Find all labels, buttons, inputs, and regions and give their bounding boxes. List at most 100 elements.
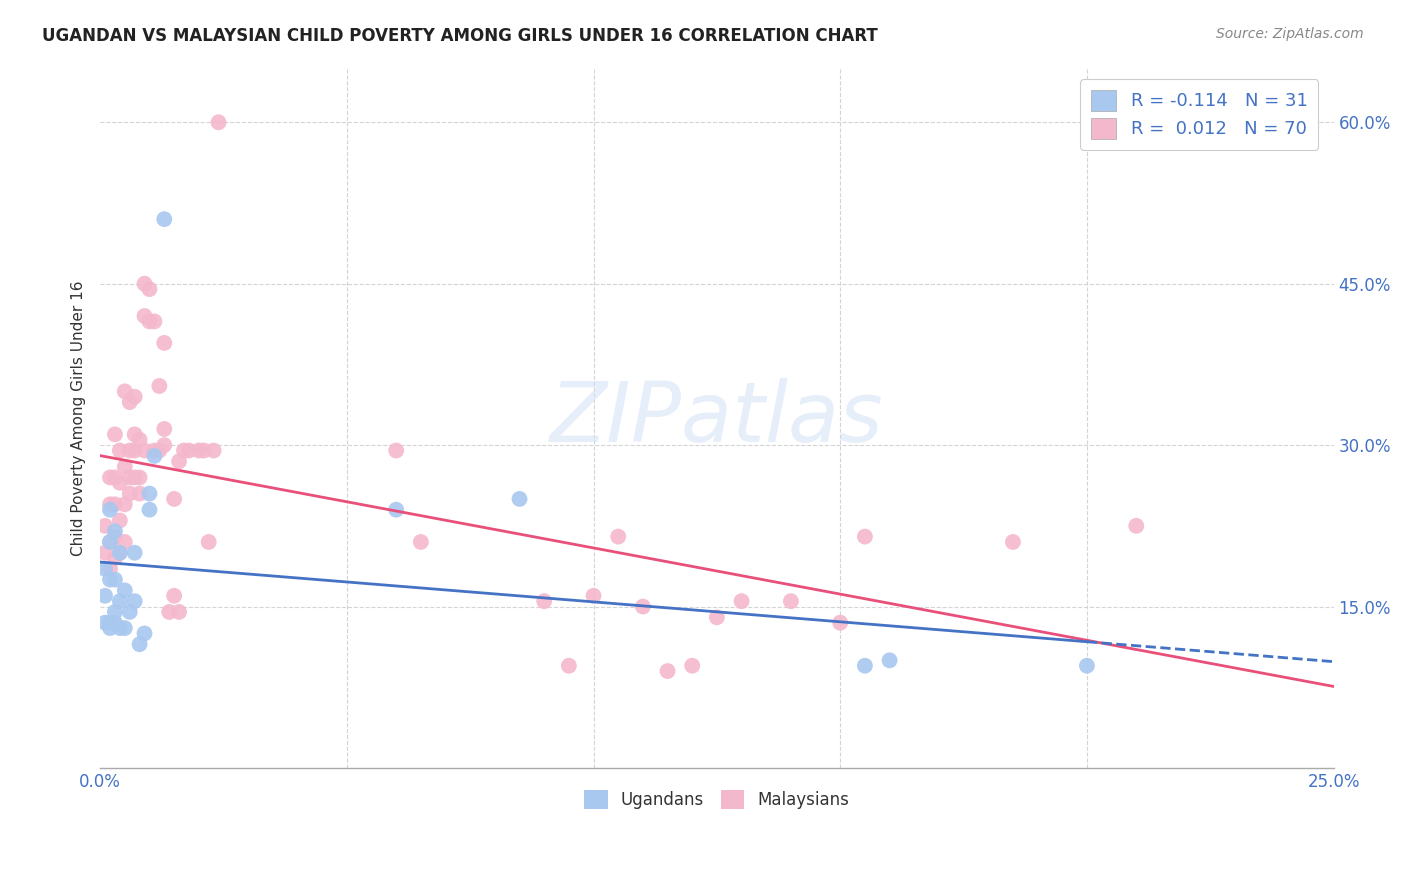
Text: ZIPatlas: ZIPatlas xyxy=(550,377,884,458)
Point xyxy=(108,621,131,635)
Y-axis label: Child Poverty Among Girls Under 16: Child Poverty Among Girls Under 16 xyxy=(72,280,86,556)
Point xyxy=(104,573,127,587)
Point xyxy=(98,535,121,549)
Point xyxy=(138,314,160,328)
Point xyxy=(114,459,136,474)
Point xyxy=(173,443,195,458)
Point xyxy=(730,594,752,608)
Point xyxy=(681,658,703,673)
Point xyxy=(104,551,127,566)
Point xyxy=(187,443,209,458)
Point xyxy=(138,502,160,516)
Point xyxy=(153,335,176,350)
Point xyxy=(143,443,166,458)
Point xyxy=(98,615,121,630)
Point xyxy=(153,422,176,436)
Point xyxy=(128,433,150,447)
Point xyxy=(118,395,141,409)
Point xyxy=(104,530,127,544)
Point xyxy=(94,615,117,630)
Point xyxy=(128,637,150,651)
Point xyxy=(124,546,146,560)
Point xyxy=(104,497,127,511)
Text: Source: ZipAtlas.com: Source: ZipAtlas.com xyxy=(1216,27,1364,41)
Point xyxy=(167,454,190,468)
Point xyxy=(706,610,728,624)
Point xyxy=(167,605,190,619)
Point xyxy=(104,427,127,442)
Point xyxy=(108,513,131,527)
Point xyxy=(1125,519,1147,533)
Point xyxy=(385,502,408,516)
Point xyxy=(879,653,901,667)
Point xyxy=(148,379,170,393)
Point xyxy=(558,658,581,673)
Point xyxy=(197,535,219,549)
Point xyxy=(128,470,150,484)
Point xyxy=(509,491,531,506)
Point xyxy=(134,277,156,291)
Point xyxy=(98,562,121,576)
Point xyxy=(108,546,131,560)
Point xyxy=(98,621,121,635)
Point xyxy=(98,497,121,511)
Point xyxy=(114,535,136,549)
Point xyxy=(108,546,131,560)
Point xyxy=(114,497,136,511)
Point xyxy=(409,535,432,549)
Point xyxy=(98,573,121,587)
Point xyxy=(94,589,117,603)
Point xyxy=(157,605,180,619)
Point xyxy=(124,470,146,484)
Point xyxy=(124,594,146,608)
Point xyxy=(134,443,156,458)
Point xyxy=(163,491,186,506)
Point xyxy=(104,524,127,539)
Point xyxy=(104,615,127,630)
Point xyxy=(148,443,170,458)
Point xyxy=(143,314,166,328)
Point xyxy=(108,443,131,458)
Point xyxy=(118,443,141,458)
Point xyxy=(94,519,117,533)
Point xyxy=(128,486,150,500)
Point xyxy=(657,664,679,678)
Point xyxy=(207,115,229,129)
Point xyxy=(153,212,176,227)
Point xyxy=(582,589,605,603)
Point xyxy=(202,443,225,458)
Point xyxy=(193,443,215,458)
Point xyxy=(533,594,555,608)
Point xyxy=(1001,535,1024,549)
Point xyxy=(385,443,408,458)
Point xyxy=(853,530,876,544)
Point xyxy=(94,546,117,560)
Point xyxy=(607,530,630,544)
Point xyxy=(104,470,127,484)
Legend: Ugandans, Malaysians: Ugandans, Malaysians xyxy=(578,783,856,815)
Point xyxy=(114,384,136,399)
Point xyxy=(98,502,121,516)
Point xyxy=(108,594,131,608)
Point xyxy=(138,282,160,296)
Point xyxy=(118,486,141,500)
Point xyxy=(1076,658,1098,673)
Point xyxy=(830,615,852,630)
Point xyxy=(124,427,146,442)
Point xyxy=(98,470,121,484)
Point xyxy=(138,486,160,500)
Point xyxy=(780,594,803,608)
Point xyxy=(124,443,146,458)
Point xyxy=(853,658,876,673)
Point xyxy=(118,470,141,484)
Point xyxy=(134,626,156,640)
Point xyxy=(104,605,127,619)
Point xyxy=(108,475,131,490)
Point xyxy=(114,583,136,598)
Point xyxy=(94,562,117,576)
Point xyxy=(143,449,166,463)
Point xyxy=(98,535,121,549)
Point xyxy=(631,599,654,614)
Point xyxy=(124,390,146,404)
Point xyxy=(163,589,186,603)
